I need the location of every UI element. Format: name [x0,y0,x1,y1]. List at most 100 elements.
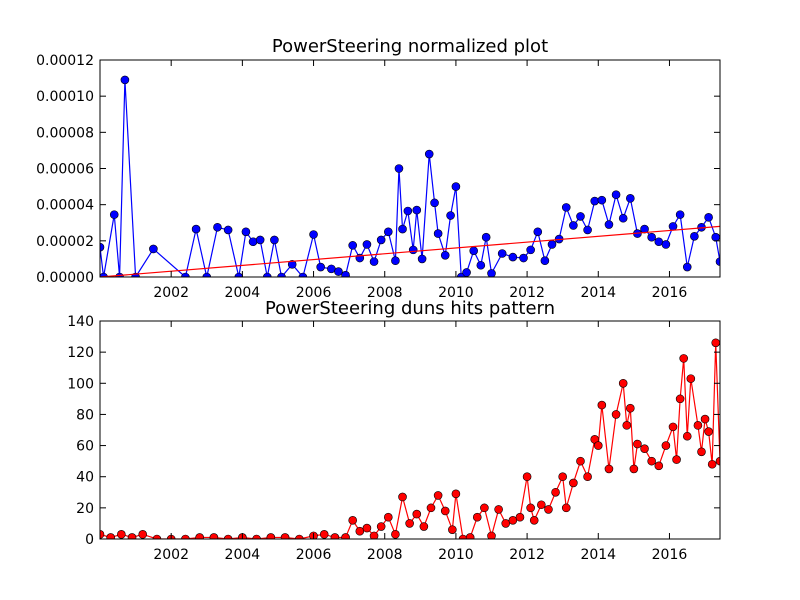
duns-point [583,472,592,482]
duns-point [398,492,407,502]
normalized-point [526,245,535,255]
duns-point [494,505,503,514]
duns-series-0-line [100,342,720,539]
duns-point [465,533,475,539]
duns-point [448,525,457,534]
duns-point [593,441,603,450]
normalized-point [661,240,671,249]
normalized-point [583,225,592,235]
duns-point [704,427,713,436]
duns-point [697,447,706,457]
duns-point [330,533,340,539]
normalized-point [191,224,201,234]
normalized-point [348,241,357,250]
normalized-point [334,267,343,276]
duns-ytick-label: 40 [76,470,94,486]
duns-point [433,491,443,500]
normalized-point [540,256,550,266]
duns-ytick-label: 100 [67,376,94,392]
duns-point [597,400,607,410]
duns-xtick-label: 2002 [153,547,189,563]
duns-point [682,431,692,441]
normalized-point [519,253,528,263]
normalized-ytick-label: 0.00006 [36,162,94,178]
normalized-point [202,272,212,277]
duns-point [223,534,233,539]
duns-axes-frame [99,320,721,540]
normalized-point [440,251,450,260]
normalized-point [690,232,699,241]
normalized-point [433,229,443,238]
duns-point [348,516,357,525]
normalized-point [590,196,600,206]
duns-point [679,354,688,363]
duns-point [569,478,578,488]
normalized-point [394,164,404,173]
normalized-ytick-label: 0.00002 [36,234,94,250]
duns-point [117,530,126,539]
normalized-ytick-label: 0.00012 [36,53,94,69]
normalized-point [376,235,386,245]
duns-point [376,522,386,531]
duns-point [508,516,518,525]
duns-xtick-label: 2004 [225,547,261,563]
duns-xtick-label: 2012 [509,547,545,563]
normalized-point [398,224,407,234]
duns-series-0 [100,338,720,539]
normalized-xtick-label: 2006 [296,285,332,301]
normalized-point [446,211,455,220]
duns-xtick-label: 2016 [652,547,688,563]
normalized-point [711,232,720,242]
duns-point [686,374,696,383]
normalized-point [270,235,279,245]
duns-ytick-label: 0 [85,532,94,548]
duns-point [419,522,429,531]
duns-xtick-label: 2014 [580,547,616,563]
duns-point [707,459,717,469]
duns-point [661,441,671,450]
duns-point [668,422,678,432]
duns-point [672,455,681,464]
duns-point [501,519,511,528]
duns-point [426,503,436,513]
normalized-series-0 [100,75,720,277]
duns-ytick-label: 60 [76,439,94,455]
duns-point [487,531,496,539]
duns-point [529,516,539,525]
normalized-point [248,237,258,247]
duns-hits-title: PowerSteering duns hits pattern [265,298,555,319]
duns-point [383,512,393,522]
duns-point [480,503,489,513]
normalized-ytick-label: 0.00004 [36,198,94,214]
duns-hits-panel: PowerSteering duns hits pattern 2002 2004… [67,298,721,563]
duns-point [106,533,115,539]
normalized-point [234,272,244,277]
duns-point [280,533,290,539]
normalized-point [213,222,222,232]
duns-point [405,519,414,528]
normalized-plot-title: PowerSteering normalized plot [272,36,548,57]
normalized-point [715,257,720,266]
normalized-point [341,270,350,277]
duns-point [640,444,649,453]
duns-ytick-label: 120 [67,345,94,361]
normalized-point [430,198,439,208]
normalized-series-1-line [100,225,720,277]
normalized-ytick-label: 0.00010 [36,89,94,105]
duns-xtick-label: 2006 [296,547,332,563]
duns-point [127,533,137,539]
duns-point [544,505,553,514]
duns-point [355,526,365,536]
normalized-point [277,272,286,277]
normalized-xtick-label: 2004 [225,285,261,301]
duns-point [451,489,461,499]
duns-point [576,456,585,466]
duns-point [654,461,664,471]
duns-point [209,533,219,539]
normalized-point [604,220,614,229]
normalized-point [647,232,656,242]
duns-point [391,530,400,539]
normalized-point [100,242,105,252]
duns-point [626,403,635,413]
